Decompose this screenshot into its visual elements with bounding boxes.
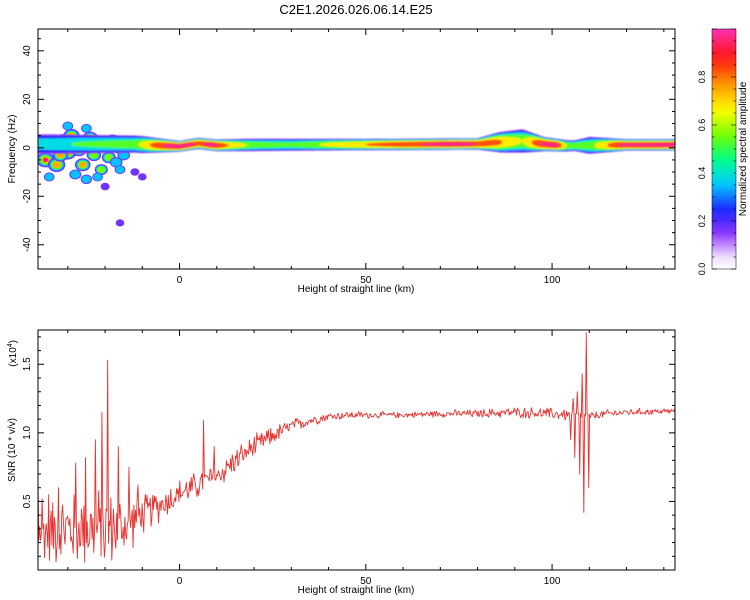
- spectrogram-x-axis-label: Height of straight line (km): [298, 284, 415, 295]
- snr-x-tick-labels: 0 50 100: [177, 576, 561, 587]
- spectrogram-band-contour: [619, 142, 675, 147]
- spectrogram-blob: [100, 182, 110, 191]
- snr-line-layer: [38, 332, 675, 563]
- colorbar-tick-label: 0.2: [697, 215, 707, 228]
- spectrogram-y-tick-label: -20: [22, 189, 33, 204]
- spectrogram-blob: [93, 173, 102, 181]
- colorbar-gradient: [712, 29, 736, 269]
- spectrogram-blob: [130, 168, 140, 176]
- colorbar-frame: [711, 28, 737, 270]
- colorbar-tick-label: 0.8: [697, 71, 707, 84]
- snr-multiplier: (x104): [7, 340, 19, 367]
- spectrogram-blob: [79, 161, 87, 168]
- spectrogram-y-tick-label: 40: [22, 45, 33, 57]
- snr-multiplier-suffix: ): [8, 340, 19, 343]
- spectrogram-panel: 0 50 100 -40 -20 0 20 40 Height of straight li…: [7, 28, 676, 295]
- spectrogram-band: [38, 129, 675, 155]
- snr-x-tick-label: 50: [360, 576, 372, 587]
- snr-y-tick-label: 1.0: [22, 425, 33, 439]
- spectrogram-band-contour: [419, 142, 476, 146]
- colorbar-label: Normalized spectral amplitude: [738, 81, 749, 216]
- colorbar: 0.0 0.2 0.4 0.6 0.8 Normalized spectral ampl…: [697, 28, 749, 276]
- spectrogram-y-tick-labels: -40 -20 0 20 40: [22, 45, 33, 252]
- colorbar-tick-label: 0.4: [697, 167, 707, 180]
- spectrogram-blob: [44, 173, 54, 181]
- spectrogram-band-contour: [540, 142, 558, 148]
- snr-y-tick-label: 1.5: [22, 357, 33, 371]
- spectrogram-x-tick-label: 100: [544, 275, 561, 286]
- spectrogram-x-tick-label: 0: [177, 275, 183, 286]
- spectrogram-x-tick-labels: 0 50 100: [177, 275, 561, 286]
- snr-x-axis-label: Height of straight line (km): [298, 585, 415, 596]
- snr-x-tick-label: 100: [544, 576, 561, 587]
- spectrogram-x-tick-label: 50: [360, 275, 372, 286]
- spectrogram-y-tick-label: -40: [22, 237, 33, 252]
- colorbar-tick-label: 0.0: [697, 263, 707, 276]
- spectrogram-blob: [70, 170, 81, 179]
- snr-y-tick-labels: 0.5 1.0 1.5: [22, 357, 33, 508]
- spectrogram-y-tick-label: 20: [22, 93, 33, 105]
- snr-y-tick-label: 0.5: [22, 494, 33, 508]
- spectrogram-band-contour: [162, 143, 195, 149]
- spectrogram-heatmap: [38, 121, 675, 227]
- chart-title: C2E1.2026.026.06.14.E25: [279, 2, 432, 17]
- snr-panel: 0 50 100 0.5 1.0 1.5 Height of straight line…: [7, 329, 676, 596]
- spectrogram-blob: [111, 158, 122, 167]
- spectrogram-y-tick-label: 0: [22, 145, 33, 151]
- spectrogram-blob: [115, 165, 125, 174]
- spectrogram-frame: [37, 28, 676, 270]
- spectrogram-blob: [81, 175, 92, 184]
- snr-series-line: [38, 332, 675, 563]
- spectrogram-blob: [97, 166, 106, 174]
- colorbar-ticks: 0.0 0.2 0.4 0.6 0.8: [697, 28, 736, 276]
- spectrogram-y-axis-label: Frequency (Hz): [7, 115, 18, 184]
- spectrogram-blob: [82, 124, 91, 133]
- spectrogram-blob: [52, 161, 61, 169]
- snr-y-axis-label: SNR (10 * v/v): [7, 418, 18, 482]
- spectrogram-blob: [63, 122, 73, 130]
- snr-multiplier-prefix: (x10: [8, 347, 19, 367]
- spectrogram-blob: [43, 157, 48, 162]
- spectrogram-band-contour: [203, 142, 217, 147]
- snr-frame: [37, 329, 676, 571]
- colorbar-tick-label: 0.6: [697, 119, 707, 132]
- snr-multiplier-base: (x104): [7, 340, 19, 367]
- snr-x-tick-label: 0: [177, 576, 183, 587]
- spectrogram-blob: [115, 219, 125, 227]
- spectrogram-blob: [138, 173, 147, 181]
- snr-multiplier-exponent: 4: [7, 343, 14, 347]
